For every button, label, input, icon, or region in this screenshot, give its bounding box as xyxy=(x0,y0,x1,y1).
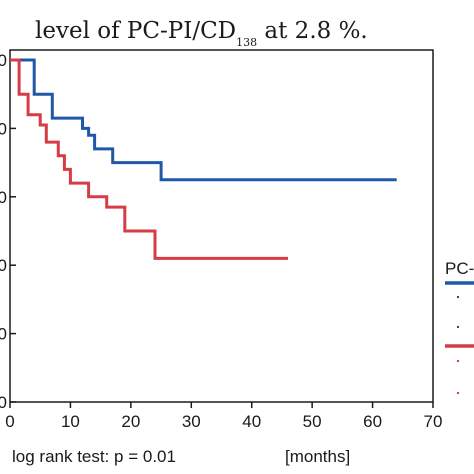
survival-curve-series-1 xyxy=(10,58,397,182)
x-tick-label: 70 xyxy=(424,412,443,431)
x-axis: 0 10 20 30 40 50 60 70 xyxy=(5,402,442,431)
y-tick-label: 0 xyxy=(0,188,7,207)
y-tick-label: 0 xyxy=(0,325,7,344)
figure-caption: level of PC-PI/CD138 at 2.8 %. xyxy=(35,18,368,49)
legend: PC- xyxy=(445,259,474,394)
x-tick-label: 0 xyxy=(5,412,14,431)
legend-dot xyxy=(457,296,459,298)
y-tick-label: 0 xyxy=(0,393,7,412)
y-tick-label: 0 xyxy=(0,51,7,70)
survival-curves xyxy=(10,58,397,260)
x-tick-label: 10 xyxy=(61,412,80,431)
x-tick-label: 50 xyxy=(303,412,322,431)
caption-suffix: at 2.8 %. xyxy=(257,18,368,44)
caption-subscript: 138 xyxy=(236,36,257,49)
x-tick-label: 60 xyxy=(363,412,382,431)
plot-frame xyxy=(9,49,434,403)
x-tick-label: 20 xyxy=(121,412,140,431)
legend-dot xyxy=(457,360,459,362)
y-tick-label: 0 xyxy=(0,119,7,138)
legend-dot xyxy=(457,392,459,394)
x-tick-label: 30 xyxy=(182,412,201,431)
log-rank-annotation: log rank test: p = 0.01 xyxy=(12,447,176,466)
survival-curve-series-2 xyxy=(10,58,288,260)
x-axis-unit: [months] xyxy=(285,447,350,466)
x-tick-label: 40 xyxy=(242,412,261,431)
legend-dot xyxy=(457,326,459,328)
y-tick-label: 0 xyxy=(0,256,7,275)
y-axis: 0 0 0 0 0 0 xyxy=(0,51,16,412)
legend-title: PC- xyxy=(445,259,474,278)
caption-prefix: level of PC-PI/CD xyxy=(35,18,236,44)
